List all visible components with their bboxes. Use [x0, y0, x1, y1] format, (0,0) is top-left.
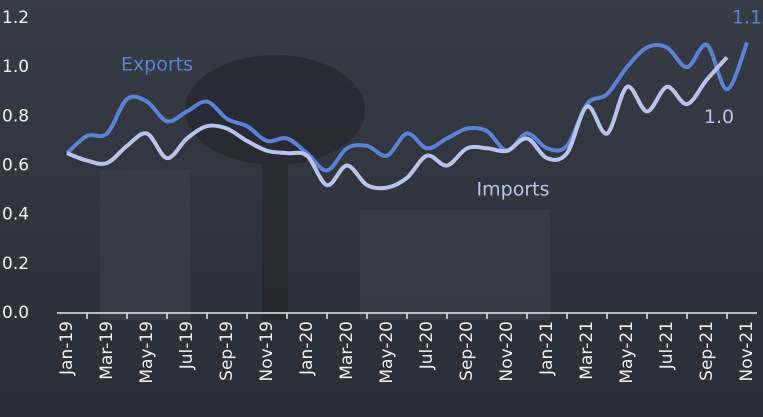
x-tick-label: Sep-19 — [217, 321, 237, 381]
x-tick-label: Jul-19 — [177, 321, 197, 370]
x-tick-label: Jul-20 — [417, 321, 437, 370]
x-tick-label: Mar-21 — [577, 321, 597, 380]
y-tick-label: 0.6 — [2, 156, 29, 176]
x-tick-label: Sep-20 — [457, 321, 477, 381]
x-tick-label: Mar-19 — [97, 321, 117, 380]
x-tick-label: May-19 — [137, 321, 157, 384]
page: {"chart_data": { "type": "line", "catego… — [0, 0, 763, 417]
x-tick-label: Nov-19 — [257, 321, 277, 382]
y-tick-label: 0.4 — [2, 205, 29, 225]
x-tick-label: Sep-21 — [697, 321, 717, 381]
y-tick-label: 0.8 — [2, 106, 29, 126]
chart: 0.0 0.2 0.4 0.6 0.8 1.0 1.2 Jan-19 Mar-19 May-19 J… — [0, 0, 763, 417]
y-tick-label: 1.0 — [2, 57, 29, 77]
x-tick-label: Jul-21 — [657, 321, 677, 370]
series-label: Imports — [477, 179, 550, 201]
x-tick-label: Nov-20 — [497, 321, 517, 382]
y-tick-label: 1.2 — [2, 8, 29, 28]
x-tick-label: May-20 — [377, 321, 397, 384]
x-tick-label: Jan-21 — [537, 321, 557, 376]
x-tick-label: Jan-19 — [57, 321, 77, 376]
series-label: Exports — [121, 54, 193, 76]
x-tick-label: May-21 — [617, 321, 637, 384]
x-tick-label: Jan-20 — [297, 321, 317, 376]
data-label: 1.1 — [732, 7, 762, 29]
y-tick-label: 0.2 — [2, 254, 29, 274]
data-label: 1.0 — [704, 106, 734, 128]
x-tick-label: Nov-21 — [737, 321, 757, 382]
x-tick-label: Mar-20 — [337, 321, 357, 380]
y-tick-label: 0.0 — [2, 303, 29, 323]
